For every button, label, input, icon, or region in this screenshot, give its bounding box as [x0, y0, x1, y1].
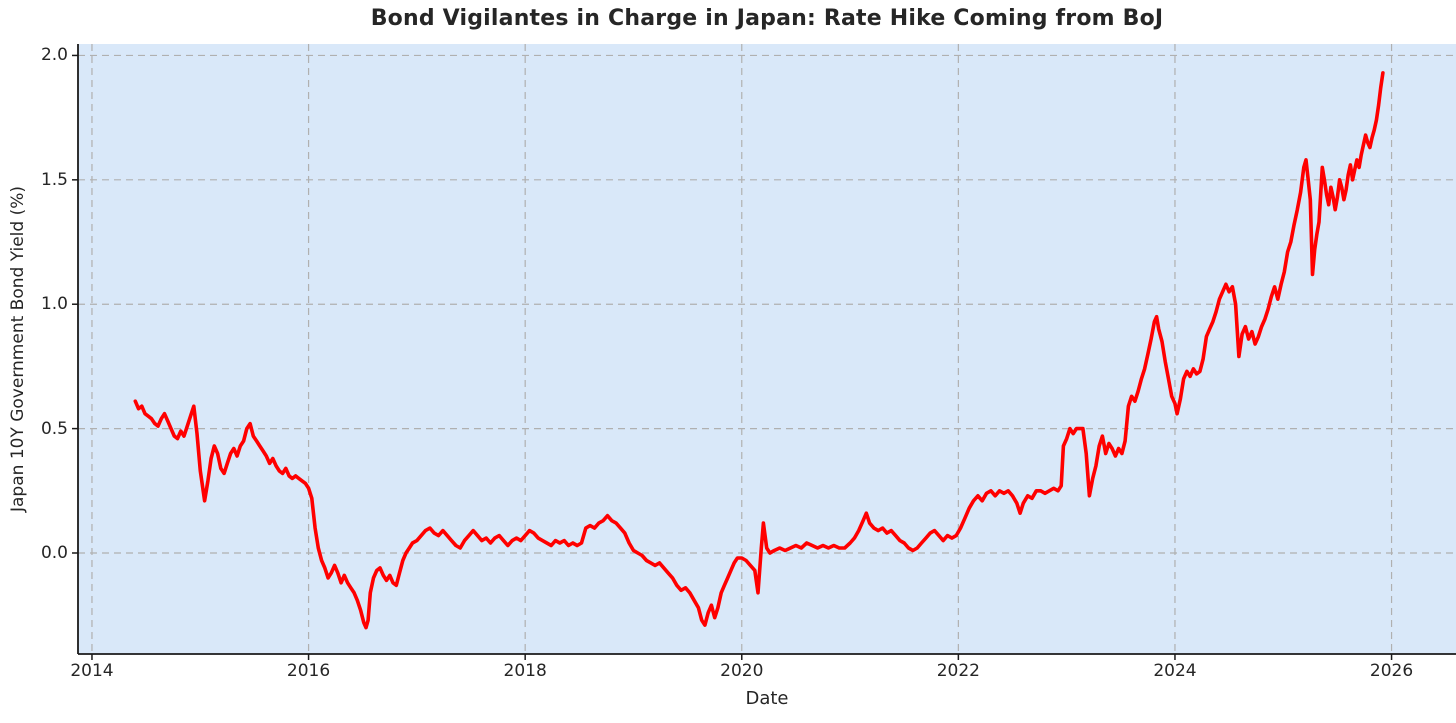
y-tick-label: 0.5: [40, 418, 68, 439]
plot-background: [78, 44, 1456, 654]
x-tick-label: 2018: [503, 661, 547, 681]
yield-line: [133, 71, 1385, 630]
x-tick-label: 2020: [720, 661, 764, 681]
y-tick-label: 0.0: [40, 542, 68, 563]
y-tick-label: 2.0: [40, 45, 68, 66]
y-axis-label-text: Japan 10Y Government Bond Yield (%): [8, 186, 28, 512]
x-tick-label: 2022: [936, 661, 980, 681]
y-tick-label: 1.5: [40, 169, 68, 190]
x-tick-label: 2014: [70, 661, 114, 681]
x-tick-label: 2026: [1369, 661, 1414, 681]
x-tick-label: 2024: [1153, 661, 1197, 681]
x-axis-label: Date: [745, 688, 789, 709]
x-tick-label: 2016: [286, 661, 331, 681]
chart-title: Bond Vigilantes in Charge in Japan: Rate…: [370, 6, 1164, 31]
y-tick-label: 1.0: [40, 294, 68, 315]
